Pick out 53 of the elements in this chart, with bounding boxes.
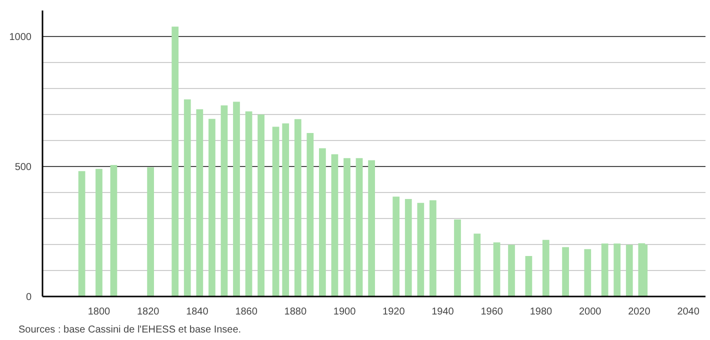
bar: [584, 249, 592, 296]
x-tick-label: 1800: [88, 306, 111, 318]
x-tick-label: 1820: [136, 306, 160, 318]
x-tick-label: 1840: [186, 306, 209, 318]
bar: [331, 154, 338, 296]
x-tick-label: 1900: [333, 306, 356, 318]
bar: [233, 102, 240, 296]
bar: [110, 164, 118, 296]
bar: [306, 132, 314, 296]
bar: [196, 109, 204, 296]
bar: [417, 202, 424, 296]
bar: [392, 196, 400, 296]
bar: [220, 105, 228, 296]
bar: [184, 99, 191, 296]
x-tick-label: 1960: [480, 306, 504, 318]
bar: [601, 243, 608, 296]
bar: [258, 114, 264, 296]
bar: [626, 244, 633, 296]
x-tick-label: 1860: [235, 306, 258, 318]
x-tick-label: 1940: [432, 306, 454, 318]
bar: [96, 168, 102, 296]
bar: [493, 242, 500, 296]
bar: [542, 240, 550, 296]
x-tick-label: 2020: [628, 306, 651, 318]
x-tick-label: 1920: [382, 306, 406, 318]
x-tick-label: 1880: [284, 306, 307, 318]
bar: [318, 148, 326, 296]
bar: [294, 119, 302, 296]
bar: [78, 171, 86, 296]
bar: [147, 167, 154, 296]
y-tick-label: 0: [26, 292, 32, 303]
bar: [525, 256, 532, 296]
y-tick-label: 1000: [9, 32, 32, 43]
y-tick-label: 500: [14, 162, 32, 173]
bar: [344, 158, 350, 296]
bar: [245, 111, 252, 296]
bar: [429, 200, 436, 296]
bar: [368, 160, 375, 296]
bar: [404, 199, 412, 296]
x-tick-label: 2000: [578, 306, 602, 318]
bar: [614, 243, 621, 296]
bar: [508, 244, 515, 296]
bar: [272, 126, 280, 296]
bar: [282, 123, 290, 296]
bar: [356, 158, 363, 296]
bar: [454, 220, 461, 296]
x-tick-label: 1980: [530, 306, 553, 318]
source-note: Sources : base Cassini de l'EHESS et base Insee.: [18, 324, 242, 336]
bar: [562, 247, 569, 296]
bar: [474, 234, 481, 296]
bar: [172, 26, 179, 296]
bar: [208, 118, 216, 296]
x-tick-label: 2040: [677, 306, 700, 318]
